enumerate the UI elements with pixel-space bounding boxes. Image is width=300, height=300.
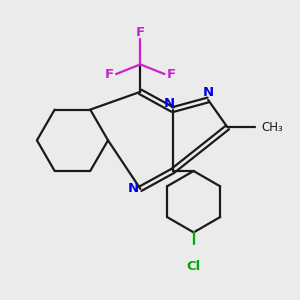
Text: Cl: Cl xyxy=(187,260,201,273)
Text: CH₃: CH₃ xyxy=(262,121,283,134)
Text: N: N xyxy=(202,86,214,99)
Text: F: F xyxy=(167,68,176,81)
Text: N: N xyxy=(128,182,139,195)
Text: F: F xyxy=(104,68,113,81)
Text: F: F xyxy=(136,26,145,39)
Text: N: N xyxy=(164,97,175,110)
